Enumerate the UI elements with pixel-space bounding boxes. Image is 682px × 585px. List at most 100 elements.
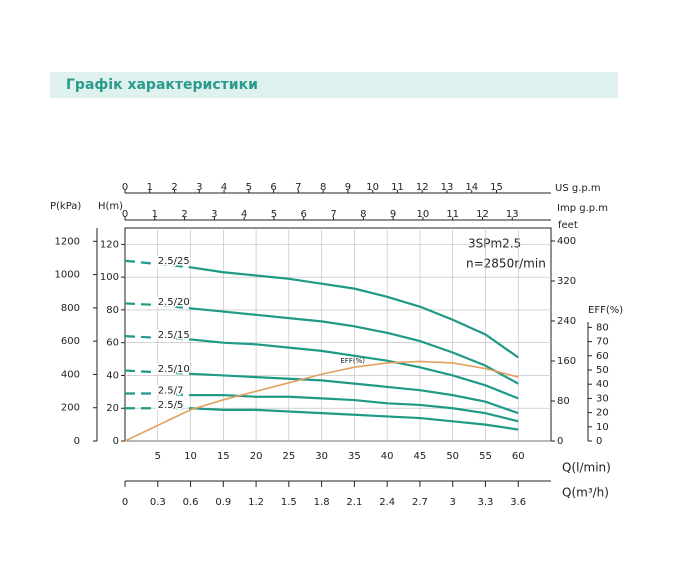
x-tick-label: 5 (155, 451, 161, 462)
y2-tick-label: 70 (596, 337, 609, 348)
m3h-tick-label: 2.1 (346, 497, 362, 508)
model-annotation: 3SPm2.5 (468, 237, 521, 251)
feet-axis-label: feet (558, 220, 578, 231)
y2-axis-label: EFF(%) (588, 305, 623, 316)
top-tick-label: 0 (122, 209, 128, 220)
p-tick-label: 800 (61, 303, 80, 314)
m3h-tick-label: 2.7 (412, 497, 428, 508)
x-axis-label: Q(l/min) (562, 461, 611, 475)
y2-tick-label: 0 (596, 436, 602, 447)
y2-tick-label: 40 (596, 379, 609, 390)
header-title: Графік характеристики (66, 77, 258, 93)
top-tick-label: 6 (301, 209, 307, 220)
series-label: 2.5/5 (158, 400, 184, 411)
top-tick-label: 8 (360, 209, 366, 220)
series-line (124, 259, 191, 269)
series-line (124, 302, 191, 310)
top-tick-label: 11 (391, 182, 404, 193)
top-tick-label: 9 (390, 209, 396, 220)
feet-tick-label: 0 (557, 436, 563, 447)
p-axis-label: P(kPa) (50, 201, 81, 212)
series-label: 2.5/7 (158, 385, 184, 396)
y2-tick-label: 30 (596, 393, 609, 404)
y2-tick-label: 20 (596, 408, 609, 419)
m3h-tick-label: 2.4 (379, 497, 395, 508)
x-tick-label: 15 (217, 451, 230, 462)
m3h-tick-label: 0.3 (150, 497, 166, 508)
p-tick-label: 600 (61, 336, 80, 347)
top-tick-label: 0 (122, 182, 128, 193)
y-tick-label: 40 (106, 370, 119, 381)
m3h-tick-label: 3.3 (478, 497, 494, 508)
m3h-tick-label: 1.5 (281, 497, 297, 508)
p-tick-label: 200 (61, 403, 80, 414)
top-tick-label: 6 (270, 182, 276, 193)
y-tick-label: 80 (106, 305, 119, 316)
top-tick-label: 15 (490, 182, 503, 193)
x-tick-label: 10 (184, 451, 197, 462)
imp-axis-label: Imp g.p.m (557, 203, 608, 214)
top-tick-label: 13 (506, 209, 519, 220)
m3h-tick-label: 3 (450, 497, 456, 508)
x-tick-label: 20 (250, 451, 263, 462)
top-tick-label: 1 (147, 182, 153, 193)
top-tick-label: 2 (181, 209, 187, 220)
top-tick-label: 12 (476, 209, 489, 220)
top-tick-label: 7 (330, 209, 336, 220)
top-tick-label: 1 (152, 209, 158, 220)
series-line (124, 360, 519, 442)
m3h-tick-label: 1.2 (248, 497, 264, 508)
p-tick-label: 1200 (55, 236, 80, 247)
y2-tick-label: 80 (596, 322, 609, 333)
series-line (190, 407, 519, 431)
feet-tick-label: 400 (557, 236, 576, 247)
series-label: 2.5/10 (158, 364, 190, 375)
y2-tick-label: 10 (596, 422, 609, 433)
y-tick-label: 60 (106, 338, 119, 349)
y-tick-label: 100 (100, 272, 119, 283)
top-tick-label: 13 (441, 182, 454, 193)
y2-tick-label: 50 (596, 365, 609, 376)
x-tick-label: 30 (315, 451, 328, 462)
feet-tick-label: 160 (557, 356, 576, 367)
series-line (190, 307, 519, 385)
series-line (124, 335, 191, 341)
series-line (190, 394, 519, 423)
feet-tick-label: 240 (557, 316, 576, 327)
m3h-tick-label: 0 (122, 497, 128, 508)
top-tick-label: 4 (241, 209, 247, 220)
p-tick-label: 0 (74, 436, 80, 447)
series-label: 2.5/25 (158, 256, 190, 267)
y-tick-label: 20 (106, 403, 119, 414)
series-label: 2.5/20 (158, 297, 190, 308)
top-tick-label: 5 (246, 182, 252, 193)
p-tick-label: 400 (61, 369, 80, 380)
m3h-tick-label: 1.8 (314, 497, 330, 508)
us-axis-label: US g.p.m (555, 183, 601, 194)
x-tick-label: 50 (446, 451, 459, 462)
p-tick-label: 1000 (55, 270, 80, 281)
y-tick-label: 120 (100, 239, 119, 250)
m3h-axis-label: Q(m³/h) (562, 486, 609, 500)
top-tick-label: 10 (366, 182, 379, 193)
series-line (124, 369, 191, 375)
top-tick-label: 3 (196, 182, 202, 193)
feet-tick-label: 80 (557, 396, 570, 407)
series-label: EFF(%) (340, 357, 365, 365)
x-tick-label: 45 (414, 451, 427, 462)
x-tick-label: 35 (348, 451, 361, 462)
header-bar: Графік характеристики (50, 72, 618, 98)
top-tick-label: 5 (271, 209, 277, 220)
top-tick-label: 12 (416, 182, 429, 193)
top-tick-label: 9 (345, 182, 351, 193)
top-tick-label: 10 (417, 209, 430, 220)
top-tick-label: 14 (465, 182, 478, 193)
series-line (125, 392, 191, 397)
top-tick-label: 8 (320, 182, 326, 193)
series-label: 2.5/15 (158, 330, 190, 341)
x-tick-label: 25 (282, 451, 295, 462)
top-tick-label: 7 (295, 182, 301, 193)
m3h-tick-label: 0.9 (215, 497, 231, 508)
